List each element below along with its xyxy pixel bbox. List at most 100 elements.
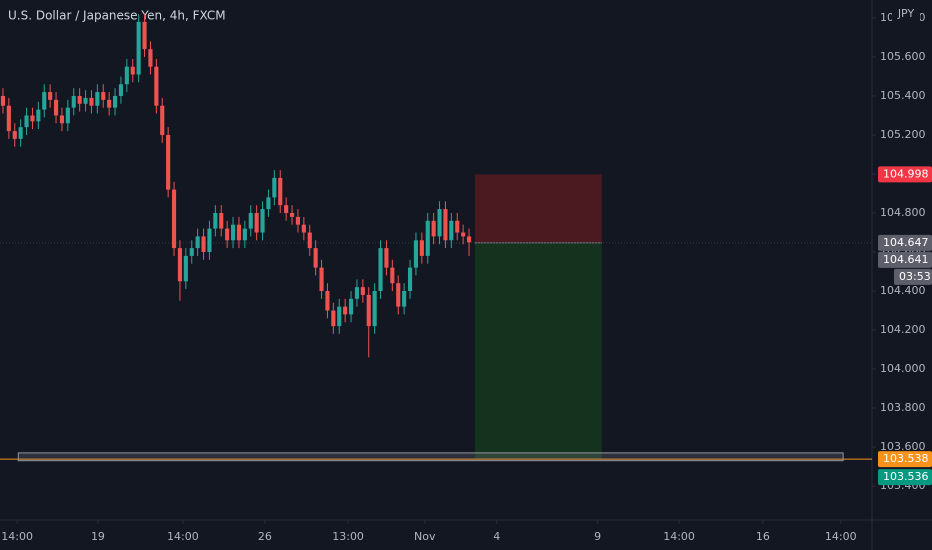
candle-body	[65, 107, 70, 124]
candle-body	[71, 95, 76, 108]
candle-body	[219, 212, 224, 229]
y-tick-label: 104.000	[880, 362, 926, 375]
candle-body	[354, 287, 360, 299]
candle-body	[189, 248, 194, 256]
currency-label: JPY	[897, 7, 915, 20]
candle-body	[254, 212, 259, 233]
position-loss	[474, 174, 602, 243]
candle-body	[195, 236, 200, 249]
x-tick-label: 16	[756, 530, 770, 543]
candle-body	[42, 92, 47, 110]
candle-body	[177, 248, 183, 282]
candle-body	[455, 220, 460, 233]
x-tick-label: 19	[91, 530, 105, 543]
candle-body	[83, 97, 88, 104]
candle-body	[384, 248, 389, 268]
price-tag-label: 103.538	[883, 452, 929, 465]
y-tick-label: 103.800	[880, 401, 926, 414]
y-tick-label: 105.200	[880, 128, 926, 141]
candle-body	[107, 99, 112, 108]
candle-body	[53, 99, 59, 116]
candle-body	[461, 232, 466, 237]
x-tick-label: Nov	[414, 530, 436, 543]
x-tick-label: 14:00	[167, 530, 199, 543]
candle-body	[295, 216, 301, 225]
candle-body	[30, 115, 35, 122]
candle-body	[331, 310, 336, 327]
candle-body	[437, 209, 442, 237]
candle-body	[301, 224, 306, 233]
candle-body	[171, 189, 177, 249]
candle-body	[360, 287, 365, 295]
price-tag-label: 103.536	[883, 470, 929, 483]
candle-body	[0, 95, 6, 106]
candle-body	[89, 97, 94, 106]
candle-body	[166, 134, 171, 190]
price-tag	[878, 234, 932, 251]
candle-body	[95, 92, 100, 106]
candle-body	[284, 205, 289, 213]
candle-body	[242, 228, 247, 241]
price-tag	[878, 469, 932, 486]
candle-body	[160, 105, 165, 135]
x-tick-label: 14:00	[825, 530, 857, 543]
candle-body	[289, 212, 295, 217]
candle-body	[337, 306, 342, 327]
candle-body	[372, 291, 377, 327]
candle-body	[307, 232, 312, 249]
candle-body	[325, 291, 330, 311]
candle-body	[348, 298, 354, 315]
x-tick-label: 4	[493, 530, 500, 543]
candle-body	[466, 236, 472, 243]
countdown-tag	[894, 268, 932, 285]
y-tick-label: 104.200	[880, 323, 926, 336]
candle-body	[236, 224, 242, 241]
zone	[17, 452, 844, 462]
position-profit	[474, 242, 602, 460]
candle-body	[213, 212, 218, 229]
candle-body	[343, 306, 348, 315]
y-tick-label: 104.400	[880, 284, 926, 297]
candle-body	[6, 105, 11, 132]
candle-body	[207, 228, 212, 253]
candle-body	[390, 267, 395, 284]
chart-title: U.S. Dollar / Japanese Yen, 4h, FXCM	[8, 9, 226, 23]
candle-body	[260, 209, 265, 233]
candle-body	[142, 21, 147, 50]
candle-body	[154, 66, 159, 106]
price-tag	[878, 166, 932, 183]
candle-body	[230, 224, 236, 241]
currency-button	[892, 4, 920, 24]
candle-body	[112, 95, 118, 108]
candle-body	[130, 66, 135, 75]
y-tick-label: 105.400	[880, 89, 926, 102]
candle-body	[266, 197, 271, 210]
price-tag-label: 104.647	[883, 236, 929, 249]
candle-body	[407, 267, 413, 292]
candle-body	[124, 66, 129, 85]
candle-body	[378, 248, 383, 292]
candle-body	[201, 236, 206, 253]
candle-body	[449, 220, 454, 241]
candle-body	[136, 21, 141, 75]
price-tag	[878, 251, 932, 268]
candle-body	[59, 115, 65, 124]
candle-body	[396, 283, 401, 307]
candle-body	[419, 240, 424, 256]
countdown: 03:53	[899, 270, 931, 283]
x-tick-label: 14:00	[1, 530, 33, 543]
candle-body	[77, 95, 82, 104]
price-tag	[878, 451, 932, 468]
candle-body	[319, 267, 324, 292]
candle-body	[425, 220, 430, 256]
candle-body	[431, 220, 436, 237]
candle-body	[278, 177, 283, 206]
candle-body	[313, 248, 318, 268]
x-tick-label: 14:00	[663, 530, 695, 543]
candle-body	[118, 84, 124, 96]
price-tag-label: 104.641	[883, 253, 929, 266]
candle-body	[148, 49, 153, 67]
candle-body	[443, 209, 448, 241]
